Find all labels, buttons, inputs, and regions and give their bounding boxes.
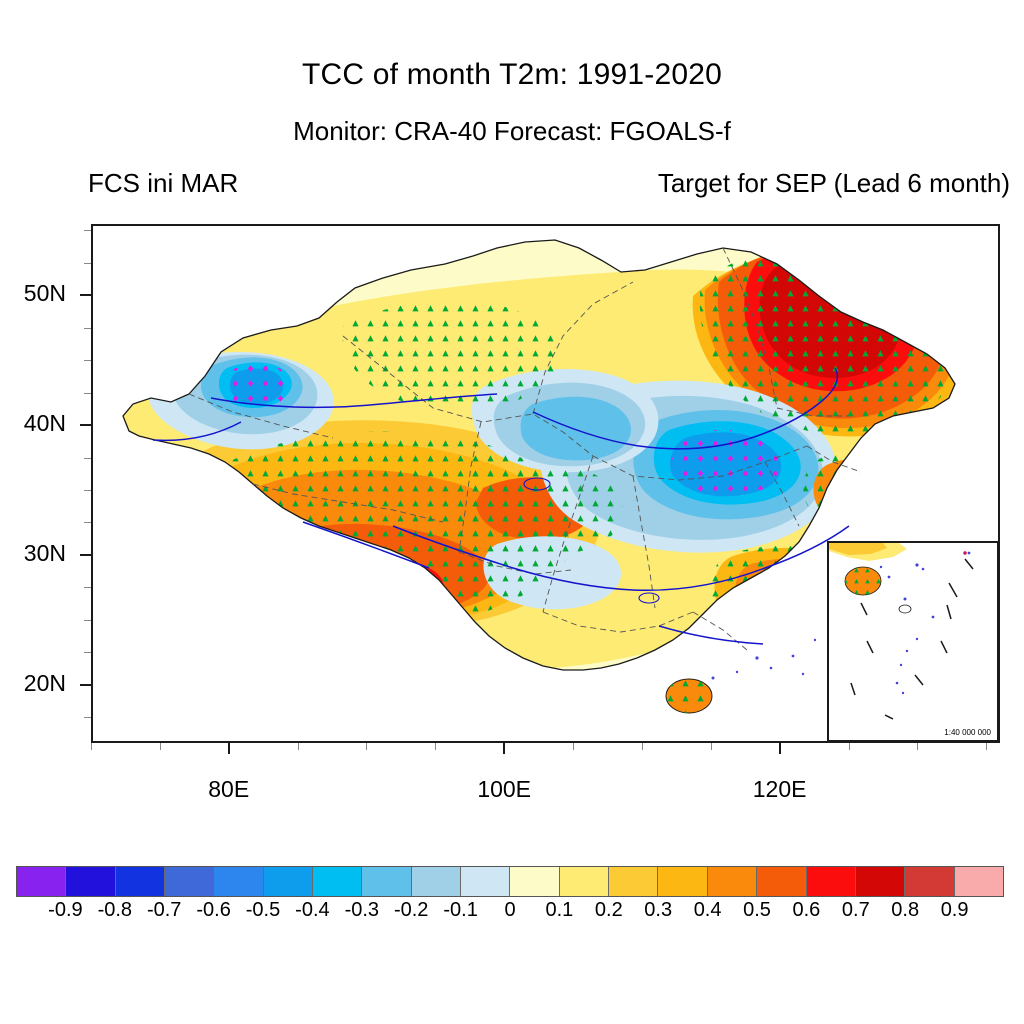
page-title: TCC of month T2m: 1991-2020 <box>301 58 723 91</box>
x-tick-minor <box>159 743 161 750</box>
colorbar-swatch[interactable] <box>905 867 955 896</box>
colorbar-swatch[interactable] <box>66 867 116 896</box>
colorbar-swatch[interactable] <box>757 867 807 896</box>
colorbar-swatch[interactable] <box>559 867 610 896</box>
colorbar-swatch[interactable] <box>165 867 215 896</box>
colorbar-swatch[interactable] <box>17 867 67 896</box>
y-tick-minor <box>84 262 91 264</box>
colorbar-swatch[interactable] <box>707 867 758 896</box>
x-tick-minor <box>91 743 92 750</box>
x-tick-minor <box>641 743 643 750</box>
colorbar-swatch[interactable] <box>510 867 560 896</box>
colorbar-swatch[interactable] <box>313 867 363 896</box>
y-tick-minor <box>84 392 91 394</box>
y-tick-major <box>80 553 91 556</box>
south-china-sea-inset[interactable]: 1:40 000 000 <box>827 541 999 742</box>
province-borders <box>188 247 862 651</box>
y-tick-minor <box>84 489 91 491</box>
y-axis-label: 30N <box>23 539 66 566</box>
colorbar[interactable] <box>16 866 1004 897</box>
x-axis-label: 120E <box>752 776 807 802</box>
significance-stipple-negative <box>225 364 783 496</box>
x-axis-label: 80E <box>208 776 250 802</box>
colorbar-tick-label: 0.6 <box>792 899 821 921</box>
colorbar-tick-labels: -0.9 -0.8 -0.7 -0.6 -0.5 -0.4 -0.3 -0.2 -0.1 0 0.1… <box>16 899 1004 927</box>
colorbar-swatch[interactable] <box>855 867 906 896</box>
colorbar-tick-label: 0.5 <box>743 899 771 921</box>
colorbar-tick-label: 0.9 <box>940 899 969 921</box>
y-tick-minor <box>84 619 91 621</box>
colorbar-swatch[interactable] <box>806 867 856 896</box>
x-tick-minor <box>917 743 919 750</box>
x-tick-minor <box>848 743 850 750</box>
y-tick-minor <box>84 230 91 232</box>
y-axis-label: 20N <box>23 669 66 696</box>
inset-scale-text: 1:40 000 000 <box>944 728 991 737</box>
y-tick-major <box>80 424 91 427</box>
colorbar-tick-label: -0.7 <box>146 899 182 921</box>
forecast-init-label: FCS ini MAR <box>88 168 239 198</box>
colorbar-tick-label: -0.1 <box>443 899 478 921</box>
colorbar-tick-label: 0.7 <box>841 899 870 921</box>
x-tick-minor <box>573 743 575 750</box>
colorbar-tick-label: 0.2 <box>594 899 623 921</box>
colorbar-swatch[interactable] <box>461 867 511 896</box>
colorbar-swatch[interactable] <box>954 867 1003 896</box>
y-tick-major <box>80 683 91 686</box>
colorbar-tick-label: -0.4 <box>295 899 330 921</box>
y-tick-minor <box>84 360 91 362</box>
china-national-border <box>122 239 956 671</box>
x-tick-minor <box>297 743 299 750</box>
y-tick-minor <box>84 327 91 329</box>
rivers <box>152 367 850 645</box>
x-tick-minor <box>986 743 988 750</box>
hainan-island <box>665 678 713 714</box>
map-plot-area[interactable]: Scale 1:20 000 000 <box>91 224 1000 743</box>
y-axis-label: 50N <box>23 280 66 307</box>
colorbar-tick-label: -0.2 <box>393 899 429 921</box>
target-lead-label: Target for SEP (Lead 6 month) <box>657 168 1010 198</box>
x-tick-major <box>503 743 506 754</box>
colorbar-swatch[interactable] <box>115 867 166 896</box>
y-tick-major <box>80 294 91 297</box>
y-tick-minor <box>84 652 91 654</box>
colorbar-swatch[interactable] <box>263 867 314 896</box>
colorbar-swatch[interactable] <box>214 867 264 896</box>
lakes <box>523 477 660 604</box>
colorbar-swatch[interactable] <box>362 867 412 896</box>
colorbar-tick-label: 0.1 <box>545 899 574 921</box>
y-axis-label: 40N <box>23 410 66 437</box>
colorbar-swatch[interactable] <box>609 867 659 896</box>
colorbar-swatch[interactable] <box>411 867 462 896</box>
colorbar-tick-label: -0.8 <box>97 899 133 921</box>
y-tick-minor <box>84 457 91 459</box>
inset-map-svg <box>829 543 974 720</box>
subtitle-monitor-forecast: Monitor: CRA-40 Forecast: FGOALS-f <box>293 116 731 146</box>
colorbar-tick-label: -0.6 <box>196 899 231 921</box>
y-tick-minor <box>84 522 91 524</box>
y-tick-minor <box>84 587 91 589</box>
x-tick-minor <box>366 743 368 750</box>
colorbar-tick-label: -0.3 <box>344 899 380 921</box>
colorbar-tick-label: -0.9 <box>48 899 83 921</box>
china-tcc-contour-map <box>122 239 956 714</box>
y-tick-minor <box>84 717 91 719</box>
colorbar-tick-label: 0.3 <box>644 899 673 921</box>
colorbar-swatch[interactable] <box>658 867 708 896</box>
colorbar-tick-label: 0.4 <box>693 899 722 921</box>
x-tick-major <box>778 743 781 754</box>
x-tick-major <box>227 743 230 754</box>
colorbar-tick-label: -0.5 <box>245 899 281 921</box>
colorbar-tick-label: 0.8 <box>891 899 920 921</box>
colorbar-tick-label: 0 <box>504 899 516 921</box>
x-tick-minor <box>710 743 712 750</box>
x-tick-minor <box>435 743 437 750</box>
x-axis-label: 100E <box>477 776 532 802</box>
